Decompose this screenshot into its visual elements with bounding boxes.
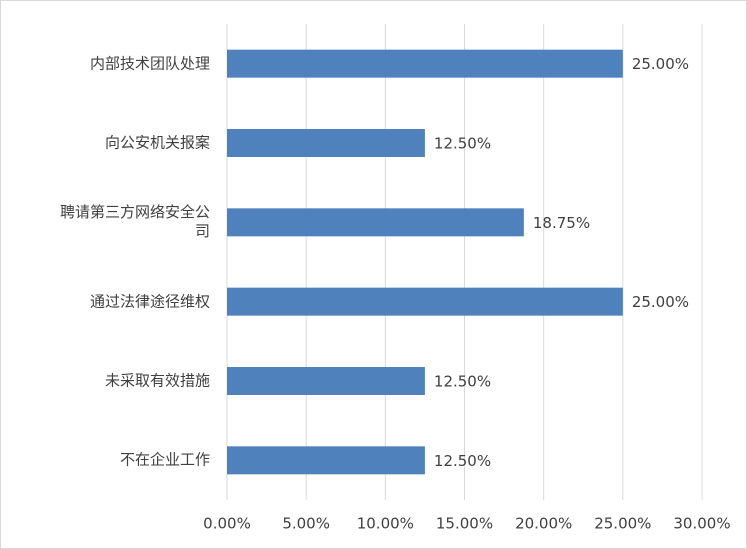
x-tick-label: 25.00% (594, 515, 651, 533)
y-tick-label: 向公安机关报案 (104, 133, 210, 152)
x-tick-label: 10.00% (357, 515, 414, 533)
bar (227, 49, 623, 78)
x-tick-label: 20.00% (515, 515, 572, 533)
value-label: 18.75% (533, 214, 590, 232)
y-tick-label: 通过法律途径维权 (89, 292, 210, 311)
value-label: 12.50% (434, 135, 491, 153)
y-tick-label: 内部技术团队处理 (89, 54, 210, 73)
x-tick-label: 5.00% (282, 515, 330, 533)
value-label: 25.00% (632, 293, 689, 311)
x-tick-label: 15.00% (436, 515, 493, 533)
bar (227, 446, 425, 475)
y-tick-label: 不在企业工作 (119, 450, 210, 469)
y-tick-label: 未采取有效措施 (104, 371, 210, 390)
bar (227, 287, 623, 316)
value-label: 12.50% (434, 373, 491, 391)
y-tick-label: 聘请第三方网络安全公司 (59, 203, 210, 241)
x-tick-label: 0.00% (203, 515, 251, 533)
bar (227, 208, 524, 237)
bar (227, 367, 425, 395)
value-label: 25.00% (632, 55, 689, 73)
bar (227, 129, 425, 157)
value-label: 12.50% (434, 452, 491, 470)
x-tick-label: 30.00% (673, 515, 730, 533)
